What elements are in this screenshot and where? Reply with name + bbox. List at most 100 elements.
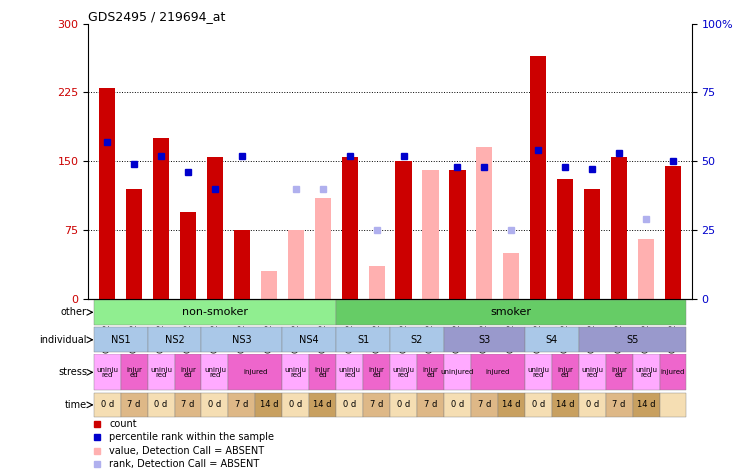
Text: 7 d: 7 d: [612, 401, 626, 410]
Text: S2: S2: [411, 335, 423, 345]
Bar: [207, 156, 223, 299]
Text: NS4: NS4: [300, 335, 319, 345]
Bar: [93, 392, 121, 417]
Text: injured: injured: [486, 369, 510, 375]
Bar: [665, 166, 681, 299]
Bar: [606, 392, 632, 417]
Bar: [283, 392, 309, 417]
Text: NS1: NS1: [111, 335, 130, 345]
Bar: [471, 354, 525, 391]
Bar: [93, 328, 148, 352]
Text: injur
ed: injur ed: [422, 366, 439, 378]
Bar: [578, 354, 606, 391]
Bar: [503, 253, 520, 299]
Bar: [121, 354, 148, 391]
Text: 7 d: 7 d: [127, 401, 141, 410]
Bar: [336, 354, 363, 391]
Text: 14 d: 14 d: [637, 401, 655, 410]
Bar: [99, 88, 116, 299]
Text: uninju
red: uninju red: [339, 366, 361, 378]
Text: 7 d: 7 d: [424, 401, 437, 410]
Bar: [202, 354, 228, 391]
Text: uninju
red: uninju red: [96, 366, 118, 378]
Bar: [121, 392, 148, 417]
Bar: [659, 354, 687, 391]
Bar: [153, 138, 169, 299]
Bar: [148, 328, 202, 352]
Bar: [578, 392, 606, 417]
Bar: [417, 392, 444, 417]
Text: other: other: [61, 307, 87, 317]
Text: uninju
red: uninju red: [150, 366, 172, 378]
Text: GDS2495 / 219694_at: GDS2495 / 219694_at: [88, 9, 226, 23]
Bar: [444, 328, 525, 352]
Text: non-smoker: non-smoker: [182, 307, 248, 317]
Bar: [422, 170, 439, 299]
Text: 7 d: 7 d: [236, 401, 249, 410]
Bar: [444, 354, 471, 391]
Text: injur
ed: injur ed: [369, 366, 384, 378]
Text: 0 d: 0 d: [208, 401, 222, 410]
Text: 7 d: 7 d: [370, 401, 383, 410]
Bar: [606, 354, 632, 391]
Text: injur
ed: injur ed: [180, 366, 196, 378]
Bar: [180, 211, 196, 299]
Text: injur
ed: injur ed: [611, 366, 627, 378]
Text: value, Detection Call = ABSENT: value, Detection Call = ABSENT: [110, 446, 264, 456]
Bar: [369, 266, 385, 299]
Bar: [309, 392, 336, 417]
Text: injur
ed: injur ed: [126, 366, 142, 378]
Bar: [395, 161, 411, 299]
Bar: [476, 147, 492, 299]
Text: count: count: [110, 419, 137, 428]
Text: individual: individual: [40, 335, 87, 345]
Bar: [471, 392, 498, 417]
Bar: [202, 392, 228, 417]
Bar: [283, 354, 309, 391]
Text: 14 d: 14 d: [556, 401, 575, 410]
Bar: [390, 354, 417, 391]
Bar: [632, 392, 659, 417]
Bar: [363, 354, 390, 391]
Bar: [315, 198, 330, 299]
Text: 14 d: 14 d: [314, 401, 332, 410]
Text: 14 d: 14 d: [502, 401, 520, 410]
Text: uninju
red: uninju red: [581, 366, 603, 378]
Text: 0 d: 0 d: [451, 401, 464, 410]
Bar: [552, 354, 578, 391]
Bar: [525, 392, 552, 417]
Text: 0 d: 0 d: [531, 401, 545, 410]
Text: percentile rank within the sample: percentile rank within the sample: [110, 432, 275, 442]
Bar: [552, 392, 578, 417]
Text: 7 d: 7 d: [181, 401, 195, 410]
Bar: [417, 354, 444, 391]
Text: rank, Detection Call = ABSENT: rank, Detection Call = ABSENT: [110, 459, 260, 469]
Bar: [390, 328, 444, 352]
Bar: [336, 328, 390, 352]
Text: 14 d: 14 d: [260, 401, 278, 410]
Bar: [126, 189, 142, 299]
Bar: [261, 271, 277, 299]
Text: 0 d: 0 d: [289, 401, 302, 410]
Text: 0 d: 0 d: [586, 401, 599, 410]
Text: S3: S3: [478, 335, 490, 345]
Bar: [228, 354, 283, 391]
Bar: [450, 170, 465, 299]
Bar: [611, 156, 627, 299]
Text: uninju
red: uninju red: [285, 366, 307, 378]
Bar: [228, 392, 255, 417]
Bar: [148, 392, 174, 417]
Bar: [336, 392, 363, 417]
Text: 0 d: 0 d: [155, 401, 168, 410]
Text: stress: stress: [58, 367, 87, 377]
Text: 7 d: 7 d: [478, 401, 491, 410]
Bar: [93, 354, 121, 391]
Text: 0 d: 0 d: [397, 401, 410, 410]
Bar: [93, 300, 336, 325]
Bar: [174, 354, 202, 391]
Bar: [234, 230, 250, 299]
Text: uninjured: uninjured: [441, 369, 474, 375]
Text: smoker: smoker: [491, 307, 532, 317]
Bar: [309, 354, 336, 391]
Text: S1: S1: [357, 335, 369, 345]
